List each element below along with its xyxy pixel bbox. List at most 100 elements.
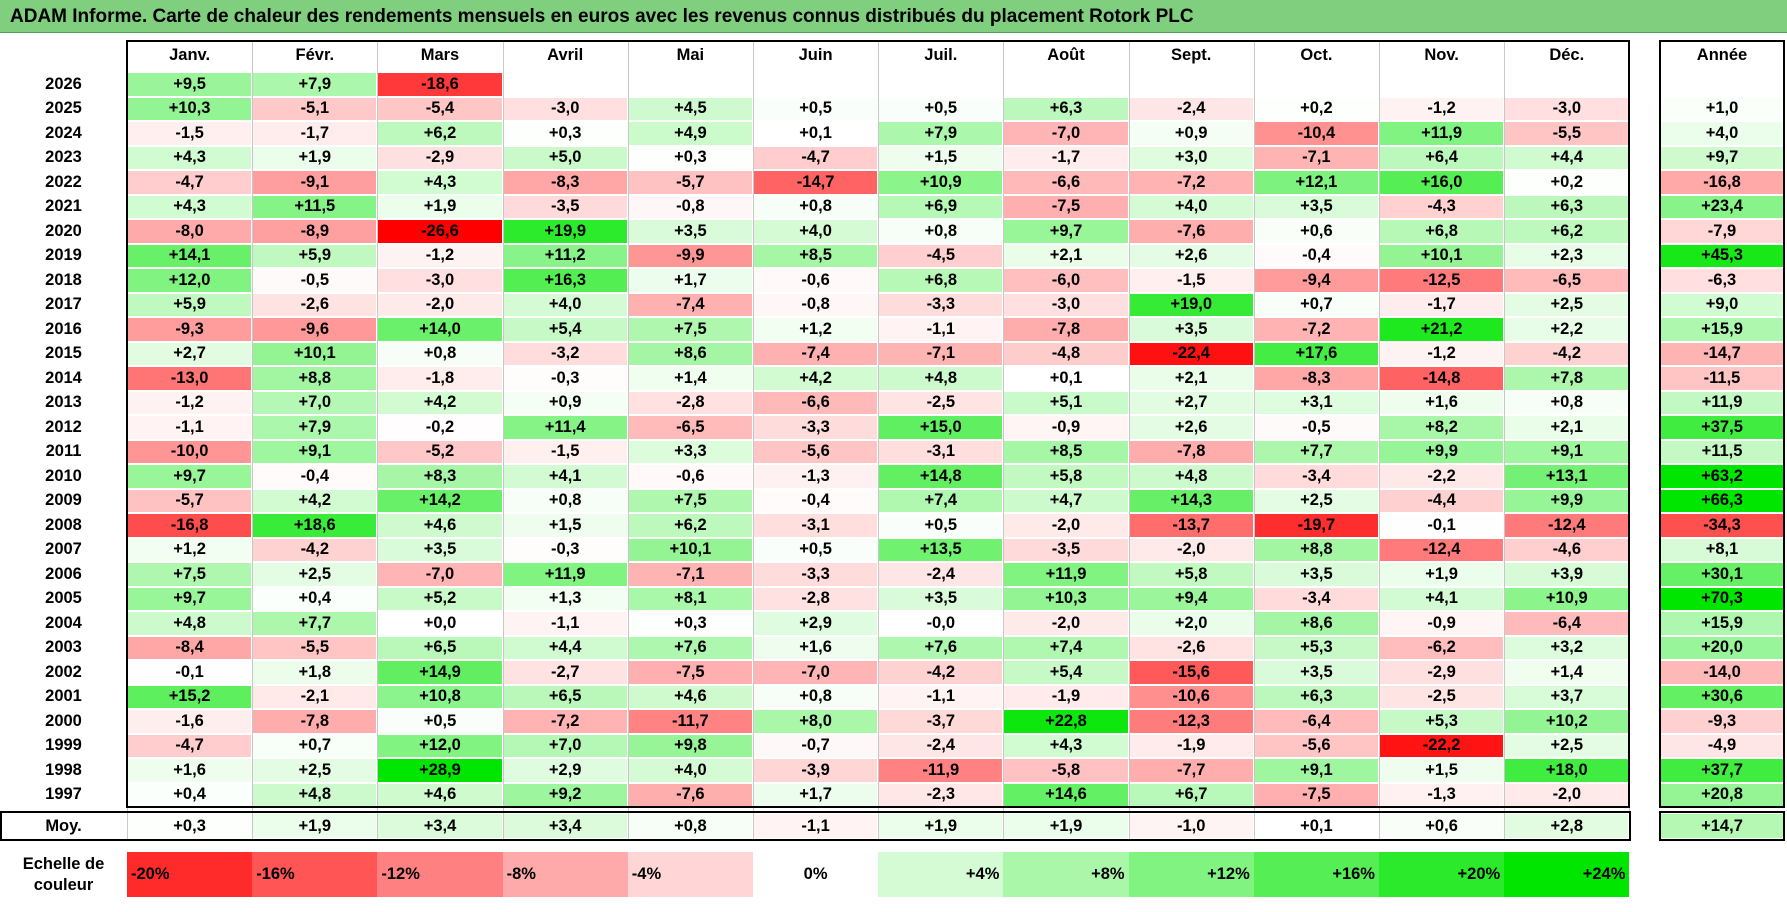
scale-swatch: +4%	[878, 852, 1004, 897]
heatmap-cell: -6,2	[1380, 636, 1504, 659]
heatmap-cell: +9,7	[1004, 220, 1128, 243]
gridline	[1253, 41, 1255, 840]
heatmap-cell: +6,9	[879, 195, 1003, 218]
heatmap-cell: -3,5	[503, 195, 627, 218]
heatmap-cell: +7,4	[1004, 636, 1128, 659]
heatmap-cell: +14,8	[879, 465, 1003, 488]
heatmap-cell: -0,6	[754, 269, 878, 292]
heatmap-cell: -2,8	[754, 587, 878, 610]
heatmap-cell: -5,6	[1254, 734, 1378, 757]
heatmap-cell: +2,5	[1505, 734, 1629, 757]
heatmap-cell: +1,8	[253, 661, 377, 684]
heatmap-cell: -4,6	[1505, 538, 1629, 561]
heatmap-cell: -0,3	[503, 367, 627, 390]
heatmap-cell: -7,5	[1004, 195, 1128, 218]
year-label: 2000	[45, 711, 82, 730]
heatmap-cell: +0,7	[253, 734, 377, 757]
heatmap-cell: +9,4	[1129, 587, 1253, 610]
heatmap-cell: +4,5	[628, 97, 752, 120]
heatmap-cell: +12,0	[378, 734, 502, 757]
heatmap-cell: -7,5	[1254, 783, 1378, 806]
heatmap-cell: -4,2	[879, 661, 1003, 684]
heatmap-cell: -16,8	[128, 514, 252, 537]
heatmap-cell: -5,5	[1505, 122, 1629, 145]
heatmap-cell: +0,0	[378, 612, 502, 635]
heatmap-cell: +1,4	[1505, 661, 1629, 684]
annual-cell: +8,1	[1661, 538, 1783, 561]
heatmap-cell: -3,9	[754, 759, 878, 782]
heatmap-cell: -1,1	[503, 612, 627, 635]
heatmap-cell: +2,1	[1129, 367, 1253, 390]
heatmap-cell: +16,0	[1380, 171, 1504, 194]
month-header: Nov.	[1424, 45, 1459, 64]
month-header: Oct.	[1300, 45, 1333, 64]
heatmap-cell: +1,6	[754, 636, 878, 659]
heatmap-cell: +4,2	[754, 367, 878, 390]
heatmap-cell: +8,6	[1254, 612, 1378, 635]
heatmap-cell: +2,6	[1129, 416, 1253, 439]
heatmap-cell: -9,3	[128, 318, 252, 341]
scale-swatch: -4%	[627, 852, 753, 897]
heatmap-cell: +5,0	[503, 146, 627, 169]
heatmap-cell: +0,8	[754, 195, 878, 218]
heatmap-cell: +10,3	[1004, 587, 1128, 610]
heatmap-cell: -2,0	[1004, 514, 1128, 537]
year-label: 2022	[45, 172, 82, 191]
heatmap-cell: -26,6	[378, 220, 502, 243]
heatmap-cell: +2,1	[1004, 244, 1128, 267]
annual-cell: +1,0	[1661, 97, 1783, 120]
heatmap-cell: -4,2	[253, 538, 377, 561]
heatmap-cell: +4,3	[378, 171, 502, 194]
heatmap-cell: +3,5	[1254, 661, 1378, 684]
heatmap-cell: +5,2	[378, 587, 502, 610]
heatmap-cell: -7,1	[628, 563, 752, 586]
heatmap-cell: +0,1	[754, 122, 878, 145]
heatmap-cell: +3,3	[628, 440, 752, 463]
heatmap-cell: +2,5	[253, 759, 377, 782]
heatmap-cell: +4,0	[503, 293, 627, 316]
year-label: 2010	[45, 466, 82, 485]
heatmap-cell: +7,9	[879, 122, 1003, 145]
chart-title: ADAM Informe. Carte de chaleur des rende…	[10, 6, 1194, 27]
heatmap-cell: +3,5	[628, 220, 752, 243]
heatmap-cell: +0,9	[503, 391, 627, 414]
heatmap-cell: -11,7	[628, 710, 752, 733]
heatmap-cell: -8,4	[128, 636, 252, 659]
year-column-header: Année	[1696, 45, 1748, 64]
heatmap-cell: -5,6	[754, 440, 878, 463]
heatmap-cell: +8,6	[628, 342, 752, 365]
heatmap-cell: -2,9	[1380, 661, 1504, 684]
heatmap-cell: +2,6	[1129, 244, 1253, 267]
heatmap-cell: +0,5	[754, 97, 878, 120]
heatmap-cell: +6,8	[1380, 220, 1504, 243]
heatmap-cell: +4,3	[1004, 734, 1128, 757]
year-label: 2020	[45, 221, 82, 240]
heatmap-cell: +11,9	[503, 563, 627, 586]
heatmap-cell: -12,5	[1380, 269, 1504, 292]
heatmap-cell: +7,4	[879, 489, 1003, 512]
gridline	[753, 41, 754, 840]
month-header: Janv.	[169, 45, 211, 64]
heatmap-cell: +9,9	[1380, 440, 1504, 463]
year-label: 2014	[45, 368, 82, 387]
heatmap-cell: +6,4	[1380, 146, 1504, 169]
heatmap-cell: +4,6	[378, 783, 502, 806]
month-header: Févr.	[295, 45, 335, 64]
heatmap-cell: -6,0	[1004, 269, 1128, 292]
scale-swatch: -16%	[252, 852, 378, 897]
heatmap-cell: -0,4	[754, 489, 878, 512]
gridline	[627, 41, 629, 840]
annual-cell: +37,7	[1661, 759, 1783, 782]
heatmap-cell: -0,1	[128, 661, 252, 684]
heatmap-cell: -9,9	[628, 244, 752, 267]
heatmap-cell: +5,1	[1004, 391, 1128, 414]
average-cell: +0,8	[628, 814, 752, 838]
heatmap-cell: +2,5	[1254, 489, 1378, 512]
heatmap-cell: +9,2	[503, 783, 627, 806]
heatmap-cell: +0,5	[754, 538, 878, 561]
heatmap-cell: -1,7	[253, 122, 377, 145]
heatmap-cell: -1,9	[1129, 734, 1253, 757]
heatmap-cell: -4,7	[128, 171, 252, 194]
heatmap-cell: +12,0	[128, 269, 252, 292]
annual-cell: +15,9	[1661, 318, 1783, 341]
